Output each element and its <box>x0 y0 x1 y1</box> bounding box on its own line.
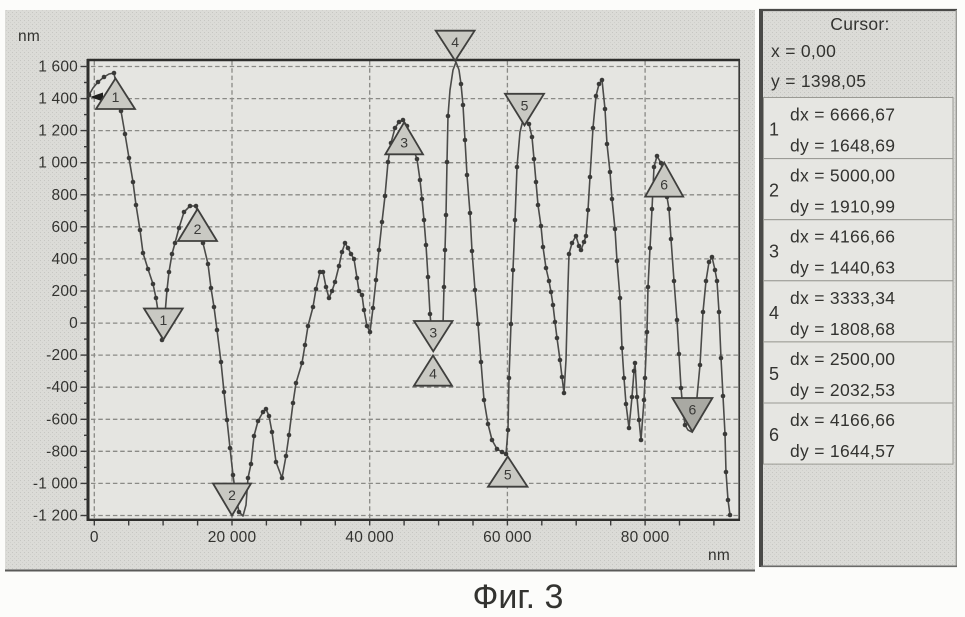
svg-text:60 000: 60 000 <box>483 529 532 546</box>
svg-text:2: 2 <box>194 221 202 237</box>
svg-text:nm: nm <box>18 28 40 45</box>
svg-text:800: 800 <box>52 187 79 204</box>
svg-text:1: 1 <box>112 89 120 105</box>
svg-text:1: 1 <box>159 312 167 328</box>
svg-text:dx = 2500,00: dx = 2500,00 <box>790 349 895 369</box>
svg-text:-600: -600 <box>46 411 78 428</box>
svg-text:dx = 6666,67: dx = 6666,67 <box>790 105 895 125</box>
svg-text:-1 200: -1 200 <box>33 508 78 525</box>
svg-text:-1 000: -1 000 <box>33 475 78 492</box>
svg-text:400: 400 <box>52 251 79 268</box>
svg-text:dx = 4166,66: dx = 4166,66 <box>790 410 895 430</box>
svg-text:5: 5 <box>769 364 779 384</box>
svg-text:3: 3 <box>400 134 408 150</box>
svg-text:4: 4 <box>769 303 779 323</box>
svg-text:6: 6 <box>769 425 779 445</box>
svg-text:2: 2 <box>228 487 236 503</box>
svg-text:1 200: 1 200 <box>38 123 78 140</box>
svg-text:20 000: 20 000 <box>208 529 257 546</box>
svg-text:5: 5 <box>504 467 512 483</box>
svg-text:-400: -400 <box>46 379 78 396</box>
svg-text:3: 3 <box>769 242 779 262</box>
svg-text:80 000: 80 000 <box>621 529 670 546</box>
svg-text:2: 2 <box>769 181 779 201</box>
svg-text:dy = 2032,53: dy = 2032,53 <box>790 380 895 400</box>
svg-text:dx = 5000,00: dx = 5000,00 <box>790 166 895 186</box>
svg-text:600: 600 <box>52 219 79 236</box>
svg-text:40 000: 40 000 <box>345 529 394 546</box>
svg-text:200: 200 <box>52 283 79 300</box>
svg-text:1: 1 <box>769 120 779 140</box>
svg-text:6: 6 <box>660 177 668 193</box>
svg-text:dx = 3333,34: dx = 3333,34 <box>790 288 895 308</box>
svg-text:dy = 1440,63: dy = 1440,63 <box>790 258 895 278</box>
svg-text:dy = 1648,69: dy = 1648,69 <box>790 136 895 156</box>
svg-text:-200: -200 <box>46 347 78 364</box>
svg-text:Cursor:: Cursor: <box>830 14 889 34</box>
svg-text:y = 1398,05: y = 1398,05 <box>771 71 866 91</box>
svg-text:6: 6 <box>689 402 697 418</box>
svg-text:dy = 1808,68: dy = 1808,68 <box>790 319 895 339</box>
svg-text:dy = 1644,57: dy = 1644,57 <box>790 441 895 461</box>
svg-text:1 600: 1 600 <box>38 59 78 76</box>
svg-text:dy = 1910,99: dy = 1910,99 <box>790 197 895 217</box>
svg-text:4: 4 <box>451 34 459 50</box>
svg-text:-800: -800 <box>46 443 78 460</box>
svg-text:nm: nm <box>708 547 730 564</box>
svg-text:1 400: 1 400 <box>38 91 78 108</box>
svg-text:5: 5 <box>521 97 529 113</box>
svg-text:4: 4 <box>429 366 437 382</box>
svg-text:3: 3 <box>429 325 437 341</box>
svg-text:0: 0 <box>90 529 99 546</box>
svg-text:Фиг. 3: Фиг. 3 <box>473 578 564 616</box>
svg-text:0: 0 <box>69 315 78 332</box>
svg-text:1 000: 1 000 <box>38 155 78 172</box>
svg-text:dx = 4166,66: dx = 4166,66 <box>790 227 895 247</box>
svg-text:x = 0,00: x = 0,00 <box>771 41 836 61</box>
